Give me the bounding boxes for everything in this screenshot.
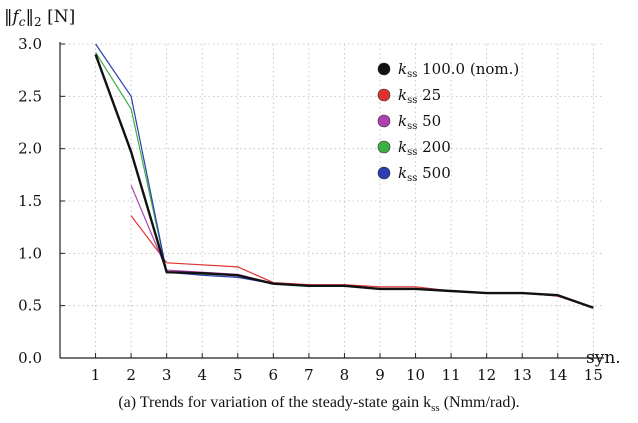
chart-plot: 1 2 3 4 5 6 7 8 9 10 11 12 13 14 150.00.51.01.52.02.53… [4, 7, 621, 384]
x-tick-label: 11 [442, 366, 461, 384]
x-tick-label: 15 [584, 366, 603, 384]
caption-text: (a) Trends for variation of the steady-s… [118, 394, 432, 411]
tick-labels: 1 2 3 4 5 6 7 8 9 10 11 12 13 14 150.00.51.01.52.02.53… [18, 35, 603, 384]
legend-marker [377, 62, 391, 76]
caption-end: (Nmm/rad). [439, 394, 520, 411]
x-tick-label: 2 [126, 366, 136, 384]
legend: kss 100.0 (nom.) kss 25 kss 50 kss 200 kss 5… [377, 60, 519, 184]
y-tick-label: 0.5 [18, 297, 42, 315]
legend-marker [377, 88, 391, 102]
legend-label: kss 25 [398, 86, 441, 106]
series-line [130, 185, 594, 309]
legend-label: kss 100.0 (nom.) [398, 60, 519, 80]
x-tick-label: 10 [406, 366, 425, 384]
legend-label: kss 50 [398, 112, 441, 132]
legend-marker [377, 166, 391, 180]
x-tick-label: 4 [197, 366, 207, 384]
x-tick-label: 3 [162, 366, 172, 384]
x-tick-label: 7 [304, 366, 314, 384]
figure-caption: (a) Trends for variation of the steady-s… [0, 394, 638, 414]
grid [60, 43, 604, 358]
x-tick-label: 5 [233, 366, 243, 384]
series-line [94, 54, 594, 309]
x-tick-label: 14 [548, 366, 567, 384]
y-axis-title: ‖fc‖2 [N] [4, 7, 75, 29]
caption-subscript: ss [431, 402, 440, 415]
x-tick-label: 12 [477, 366, 496, 384]
series-lines [94, 43, 594, 309]
legend-marker [377, 114, 391, 128]
axes [59, 42, 604, 359]
x-tick-label: 6 [269, 366, 279, 384]
y-tick-label: 3.0 [18, 35, 42, 53]
x-axis-title: syn. [586, 348, 621, 368]
y-tick-label: 2.0 [18, 140, 42, 158]
x-tick-label: 13 [513, 366, 532, 384]
y-tick-label: 0.0 [18, 349, 42, 367]
y-tick-label: 1.0 [18, 244, 42, 262]
y-tick-label: 1.5 [18, 192, 42, 210]
legend-marker [377, 140, 391, 154]
x-tick-label: 1 [91, 366, 101, 384]
x-tick-label: 9 [375, 366, 385, 384]
legend-label: kss 200 [398, 138, 451, 158]
y-tick-label: 2.5 [18, 87, 42, 105]
legend-label: kss 500 [398, 164, 451, 184]
x-tick-label: 8 [340, 366, 350, 384]
